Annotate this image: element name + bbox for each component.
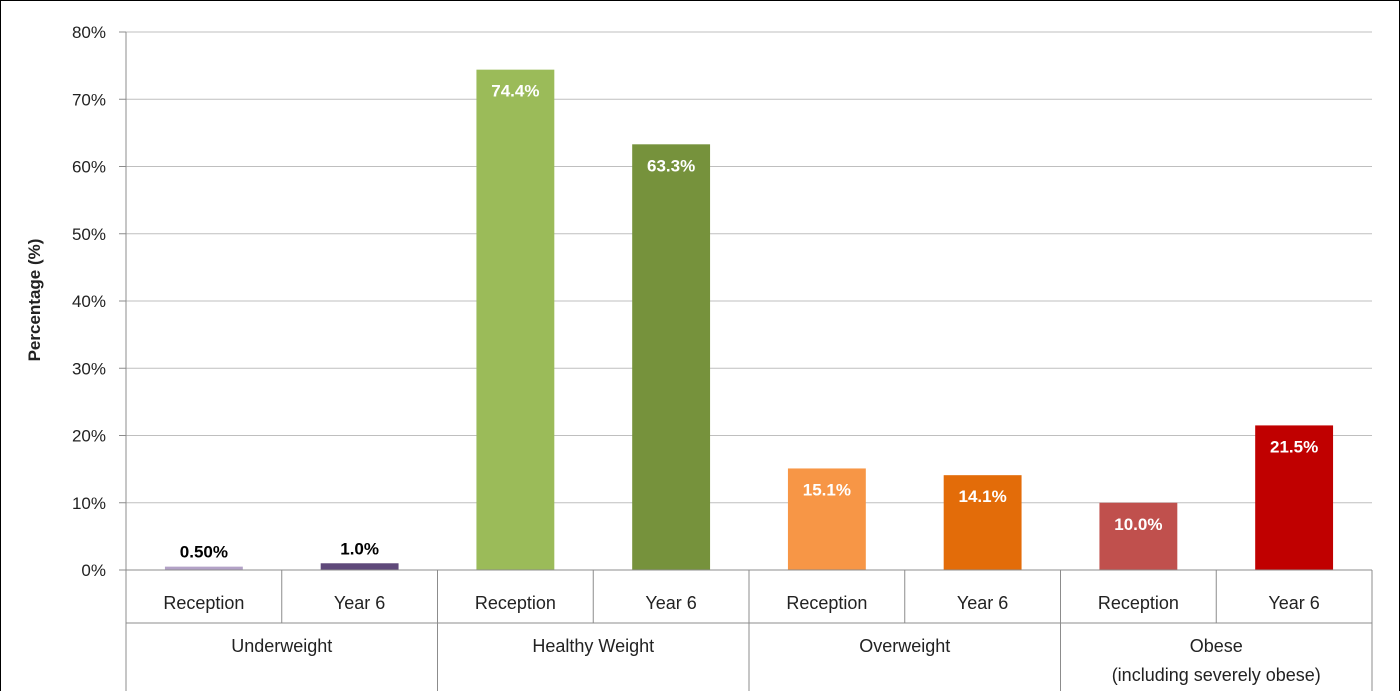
x-group-label-line: Overweight	[859, 636, 950, 656]
y-tick-label: 80%	[72, 23, 106, 42]
y-tick-label: 40%	[72, 292, 106, 311]
y-tick-label: 20%	[72, 427, 106, 446]
bar	[164, 566, 243, 570]
data-label: 1.0%	[340, 539, 379, 558]
y-tick-label: 0%	[81, 561, 106, 580]
x-category-label: Year 6	[334, 593, 385, 613]
y-tick-label: 70%	[72, 90, 106, 109]
bar	[1099, 502, 1178, 570]
bar	[632, 144, 711, 570]
x-category-label: Year 6	[645, 593, 696, 613]
data-label: 14.1%	[959, 487, 1007, 506]
x-category-label: Reception	[786, 593, 867, 613]
bar	[787, 468, 866, 570]
x-category-label: Reception	[163, 593, 244, 613]
data-label: 21.5%	[1270, 437, 1318, 456]
x-category-label: Year 6	[1268, 593, 1319, 613]
axes: 0% 10% 20% 30% 40% 50% 60% 70% 80% Reception Year …	[72, 23, 1373, 696]
x-group-label: Overweight	[859, 636, 950, 656]
bar	[1255, 425, 1334, 570]
bar	[476, 69, 555, 570]
data-label: 63.3%	[647, 156, 695, 175]
y-tick-label: 30%	[72, 359, 106, 378]
x-category-label: Reception	[1098, 593, 1179, 613]
gridlines	[126, 31, 1372, 504]
y-axis-title: Percentage (%)	[25, 239, 44, 362]
x-group-label-line: Obese	[1190, 636, 1243, 656]
data-labels: 0.50% 1.0% 74.4% 63.3% 15.1% 14.1% 10.0% 21.5%	[180, 82, 1318, 562]
x-group-label-line: (including severely obese)	[1112, 665, 1321, 685]
x-group-label: Obese (including severely obese)	[1112, 636, 1321, 685]
x-group-label-line: Underweight	[231, 636, 332, 656]
bar	[943, 475, 1022, 570]
bar	[320, 563, 399, 570]
y-tick-label: 60%	[72, 158, 106, 177]
y-tick-label: 10%	[72, 494, 106, 513]
data-label: 0.50%	[180, 543, 228, 562]
data-label: 10.0%	[1114, 515, 1162, 534]
bars	[164, 69, 1334, 570]
x-group-label-line: Healthy Weight	[532, 636, 654, 656]
x-category-label: Reception	[475, 593, 556, 613]
data-label: 74.4%	[491, 82, 539, 101]
x-category-label: Year 6	[957, 593, 1008, 613]
data-label: 15.1%	[803, 480, 851, 499]
y-tick-label: 50%	[72, 225, 106, 244]
x-group-label: Underweight	[231, 636, 332, 656]
x-group-label: Healthy Weight	[532, 636, 654, 656]
